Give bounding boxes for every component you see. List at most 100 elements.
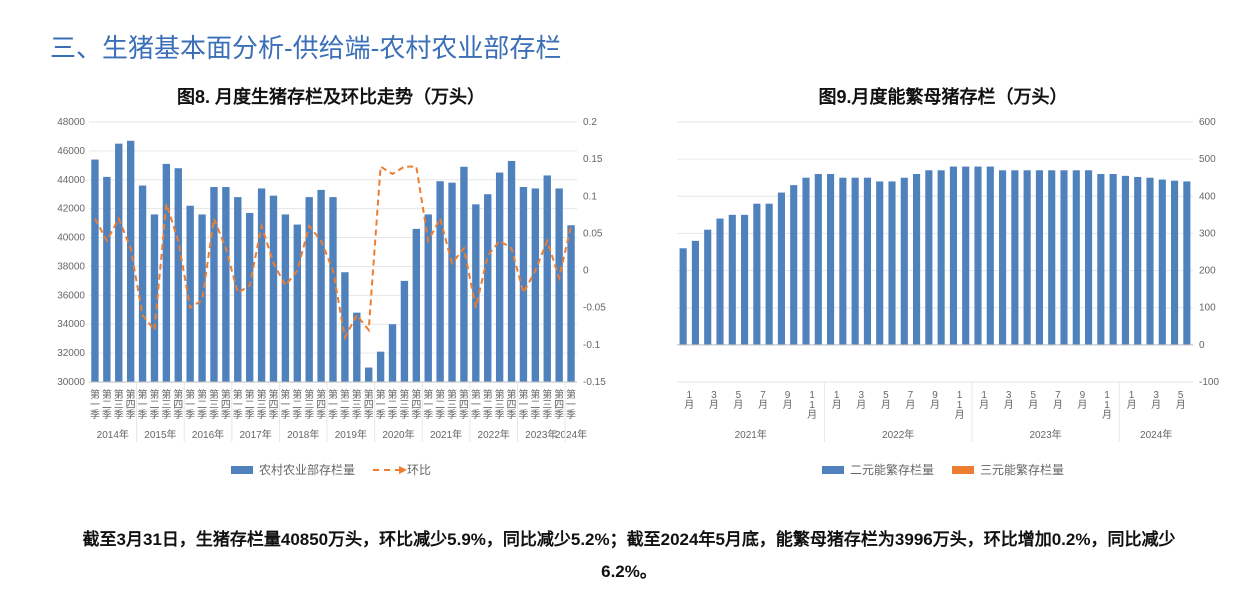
svg-text:月: 月	[1028, 399, 1038, 411]
svg-text:2023年: 2023年	[525, 428, 557, 441]
svg-text:季: 季	[447, 409, 457, 421]
svg-text:30000: 30000	[57, 377, 85, 388]
svg-text:季: 季	[423, 409, 433, 421]
svg-text:38000: 38000	[57, 261, 85, 272]
svg-text:月: 月	[1102, 409, 1112, 421]
svg-text:月: 月	[832, 399, 842, 411]
svg-text:季: 季	[316, 409, 326, 421]
svg-text:2022年: 2022年	[882, 428, 914, 441]
svg-text:季: 季	[138, 409, 148, 421]
svg-text:月: 月	[1004, 399, 1014, 411]
svg-text:季: 季	[102, 409, 112, 421]
bar-swatch-icon	[822, 466, 844, 474]
svg-text:34000: 34000	[57, 319, 85, 330]
svg-text:月: 月	[1077, 399, 1087, 411]
svg-text:季: 季	[90, 409, 100, 421]
svg-text:月: 月	[1127, 399, 1137, 411]
svg-text:-0.1: -0.1	[583, 340, 601, 351]
chart9-legend: 二元能繁存栏量 三元能繁存栏量	[652, 461, 1234, 478]
svg-text:季: 季	[459, 409, 469, 421]
svg-text:季: 季	[209, 409, 219, 421]
svg-text:2014年: 2014年	[97, 428, 129, 441]
svg-text:月: 月	[881, 399, 891, 411]
svg-text:500: 500	[1199, 154, 1216, 165]
chart9-legend-b-label: 三元能繁存栏量	[980, 461, 1064, 478]
svg-text:季: 季	[399, 409, 409, 421]
svg-text:2020年: 2020年	[382, 428, 414, 441]
svg-text:季: 季	[161, 409, 171, 421]
svg-text:季: 季	[530, 409, 540, 421]
chart8-legend-line: 环比	[373, 461, 431, 478]
page-title: 三、生猪基本面分析-供给端-农村农业部存栏	[50, 28, 1218, 65]
svg-text:36000: 36000	[57, 290, 85, 301]
chart8-legend-bar: 农村农业部存栏量	[231, 461, 355, 478]
svg-text:月: 月	[758, 399, 768, 411]
svg-text:季: 季	[507, 409, 517, 421]
svg-text:月: 月	[955, 409, 965, 421]
svg-text:季: 季	[197, 409, 207, 421]
svg-text:0.1: 0.1	[583, 191, 597, 202]
svg-text:季: 季	[328, 409, 338, 421]
svg-text:季: 季	[388, 409, 398, 421]
svg-text:月: 月	[684, 399, 694, 411]
svg-text:2021年: 2021年	[735, 428, 767, 441]
svg-text:季: 季	[245, 409, 255, 421]
svg-text:400: 400	[1199, 191, 1216, 202]
svg-text:季: 季	[352, 409, 362, 421]
footer-text: 截至3月31日，生猪存栏量40850万头，环比减少5.9%，同比减少5.2%；截…	[40, 524, 1218, 589]
svg-text:2022年: 2022年	[478, 428, 510, 441]
svg-text:月: 月	[709, 399, 719, 411]
chart8-legend-bar-label: 农村农业部存栏量	[259, 461, 355, 478]
bar-swatch-icon	[952, 466, 974, 474]
svg-text:季: 季	[114, 409, 124, 421]
svg-text:月: 月	[930, 399, 940, 411]
svg-text:40000: 40000	[57, 233, 85, 244]
svg-text:季: 季	[376, 409, 386, 421]
svg-text:200: 200	[1199, 266, 1216, 277]
svg-text:季: 季	[483, 409, 493, 421]
svg-text:季: 季	[554, 409, 564, 421]
svg-text:-0.05: -0.05	[583, 303, 606, 314]
svg-text:季: 季	[233, 409, 243, 421]
svg-text:48000: 48000	[57, 117, 85, 128]
charts-row: 图8. 月度生猪存栏及环比走势（万头） 30000320003400036000…	[40, 83, 1218, 478]
svg-text:季: 季	[340, 409, 350, 421]
svg-text:月: 月	[856, 399, 866, 411]
svg-text:2015年: 2015年	[144, 428, 176, 441]
svg-text:44000: 44000	[57, 175, 85, 186]
svg-text:月: 月	[905, 399, 915, 411]
chart9-legend-a: 二元能繁存栏量	[822, 461, 934, 478]
svg-text:季: 季	[268, 409, 278, 421]
svg-text:2023年: 2023年	[1029, 428, 1061, 441]
chart9-title: 图9.月度能繁母猪存栏（万头）	[652, 83, 1234, 109]
svg-text:月: 月	[1151, 399, 1161, 411]
svg-text:2018年: 2018年	[287, 428, 319, 441]
chart8-legend: 农村农业部存栏量 环比	[40, 461, 622, 478]
svg-text:季: 季	[280, 409, 290, 421]
svg-text:季: 季	[435, 409, 445, 421]
svg-text:2021年: 2021年	[430, 428, 462, 441]
chart9-legend-a-label: 二元能繁存栏量	[850, 461, 934, 478]
svg-text:季: 季	[364, 409, 374, 421]
svg-text:月: 月	[807, 409, 817, 421]
line-swatch-icon	[373, 469, 401, 471]
chart8-legend-line-label: 环比	[407, 461, 431, 478]
svg-text:2024年: 2024年	[1140, 428, 1172, 441]
svg-text:46000: 46000	[57, 146, 85, 157]
chart8-canvas: 3000032000340003600038000400004200044000…	[40, 113, 622, 455]
svg-text:2019年: 2019年	[335, 428, 367, 441]
chart8-block: 图8. 月度生猪存栏及环比走势（万头） 30000320003400036000…	[40, 83, 622, 478]
chart9-canvas: -10001002003004005006001月3月5月7月9月11月1月3月…	[652, 113, 1234, 455]
chart9-legend-b: 三元能繁存栏量	[952, 461, 1064, 478]
chart9-svg: -10001002003004005006001月3月5月7月9月11月1月3月…	[653, 114, 1233, 454]
svg-text:季: 季	[495, 409, 505, 421]
chart9-block: 图9.月度能繁母猪存栏（万头） -10001002003004005006001…	[652, 83, 1234, 478]
svg-text:季: 季	[566, 409, 576, 421]
svg-text:季: 季	[149, 409, 159, 421]
svg-text:月: 月	[733, 399, 743, 411]
svg-text:季: 季	[518, 409, 528, 421]
svg-text:季: 季	[304, 409, 314, 421]
svg-text:季: 季	[411, 409, 421, 421]
svg-text:月: 月	[1053, 399, 1063, 411]
svg-text:300: 300	[1199, 228, 1216, 239]
